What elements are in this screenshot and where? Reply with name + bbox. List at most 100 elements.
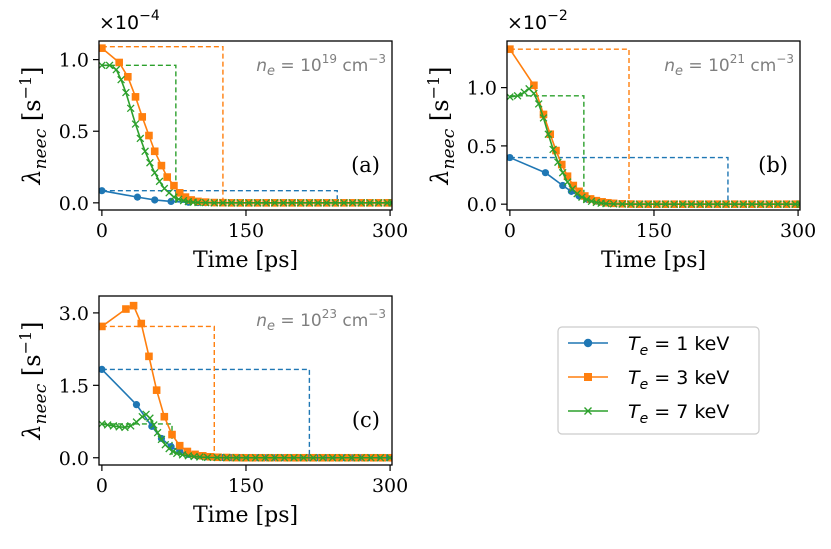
- data-point-t7: [678, 200, 687, 209]
- data-point-t7: [618, 200, 627, 208]
- x-axis-label: Time [ps]: [193, 503, 298, 528]
- data-point-t7: [602, 199, 610, 208]
- legend-marker-x: [584, 407, 592, 415]
- panel-label: (c): [352, 408, 380, 432]
- y-tick-label: 0.0: [467, 194, 497, 216]
- data-point-t7: [150, 168, 159, 177]
- data-point-t7: [165, 444, 173, 453]
- data-point-t1: [541, 169, 550, 177]
- data-point-t7: [549, 145, 557, 154]
- data-point-t3: [198, 452, 207, 460]
- data-point-t7: [309, 453, 318, 462]
- dashed-step-t3: [101, 325, 215, 458]
- data-point-t7: [136, 134, 145, 143]
- data-point-t3: [183, 447, 192, 456]
- data-point-t3: [138, 113, 147, 121]
- data-point-t7: [210, 198, 219, 207]
- data-point-t7: [739, 200, 748, 209]
- density-annotation: ne = 1021 cm−3: [664, 52, 794, 79]
- data-point-t7: [288, 198, 296, 207]
- x-tick-label: 150: [636, 220, 672, 242]
- data-point-t7: [290, 453, 298, 462]
- data-point-t7: [582, 195, 591, 204]
- data-point-t7: [713, 200, 722, 209]
- chart-panel-a: 0 150 300 0.0 0.5 1.0 Time [ps] λneec [s−1] ×10−…: [16, 8, 408, 273]
- series-line-t7: [101, 413, 391, 459]
- data-point-t7: [661, 200, 670, 209]
- x-tick-label: 300: [372, 220, 408, 242]
- data-point-t1: [133, 193, 142, 201]
- data-point-t7: [196, 453, 204, 461]
- data-point-t7: [146, 414, 154, 423]
- data-point-t1: [507, 153, 514, 162]
- data-point-t7: [174, 195, 183, 204]
- data-point-t7: [338, 453, 346, 462]
- data-point-t3: [530, 81, 538, 90]
- data-point-t3: [129, 301, 138, 310]
- data-point-t7: [126, 422, 135, 430]
- data-point-t3: [539, 110, 548, 119]
- data-point-t3: [557, 160, 566, 169]
- data-point-t7: [219, 198, 227, 207]
- data-point-t7: [131, 120, 140, 128]
- data-point-t7: [348, 198, 357, 207]
- data-point-t3: [99, 322, 106, 331]
- dashed-step-t1: [509, 156, 729, 205]
- data-point-t7: [299, 453, 308, 462]
- dashed-step-t7: [101, 64, 177, 203]
- data-point-t3: [150, 147, 159, 156]
- data-point-t7: [558, 168, 567, 177]
- data-point-t7: [270, 453, 279, 462]
- y-tick-label: 3.0: [59, 303, 89, 325]
- series-line-t7: [509, 87, 800, 205]
- chart-panel-c: 0 150 300 0.0 1.5 3.0 Time [ps] λneec [s−1] ne =…: [16, 295, 408, 528]
- dashed-step-t1: [101, 189, 338, 203]
- data-point-t7: [126, 104, 135, 113]
- legend-label-t3: Te = 3 keV: [628, 367, 729, 393]
- data-point-t7: [270, 198, 279, 207]
- panel-label: (b): [758, 153, 788, 177]
- data-point-t1: [559, 181, 567, 190]
- legend-label-t7: Te = 7 keV: [628, 401, 729, 427]
- data-point-t7: [520, 88, 529, 97]
- data-point-t3: [99, 44, 106, 52]
- legend-label-t1: Te = 1 keV: [628, 333, 729, 359]
- legend-entry-t7: Te = 7 keV: [568, 401, 729, 427]
- data-point-t7: [227, 198, 236, 207]
- data-point-t3: [131, 93, 140, 101]
- data-point-t7: [539, 114, 548, 122]
- data-point-t7: [366, 198, 374, 207]
- data-point-t7: [627, 200, 635, 209]
- data-point-t7: [194, 198, 202, 207]
- data-point-t7: [149, 421, 158, 429]
- data-point-t7: [340, 198, 348, 207]
- data-point-t3: [124, 73, 132, 81]
- data-point-t3: [145, 131, 153, 140]
- data-point-t3: [122, 305, 130, 313]
- dashed-step-t1: [101, 368, 311, 458]
- panel-label: (a): [351, 153, 380, 177]
- data-point-t7: [117, 75, 125, 84]
- data-point-t1: [132, 401, 141, 409]
- data-point-t7: [554, 158, 562, 167]
- data-point-t7: [388, 198, 392, 207]
- data-point-t3: [152, 386, 161, 394]
- legend: Te = 1 keV Te = 3 keV Te = 7 keV: [557, 326, 760, 435]
- data-point-t7: [155, 177, 164, 186]
- data-point-t7: [245, 198, 253, 207]
- data-point-t7: [670, 200, 679, 209]
- data-point-t7: [213, 453, 222, 462]
- data-point-t3: [137, 319, 146, 328]
- series-line-t1: [509, 156, 800, 205]
- data-point-t3: [170, 181, 178, 190]
- density-annotation: ne = 1019 cm−3: [256, 52, 386, 79]
- data-point-t7: [609, 200, 618, 208]
- series-group: [99, 301, 392, 462]
- data-point-t3: [507, 45, 514, 53]
- x-axis-label: Time [ps]: [601, 248, 706, 273]
- data-point-t7: [322, 198, 331, 207]
- data-point-t3: [160, 412, 169, 421]
- y-scale-multiplier: ×10−4: [99, 8, 160, 34]
- x-tick-label: 150: [228, 475, 264, 497]
- y-tick-label: 0.5: [467, 136, 497, 158]
